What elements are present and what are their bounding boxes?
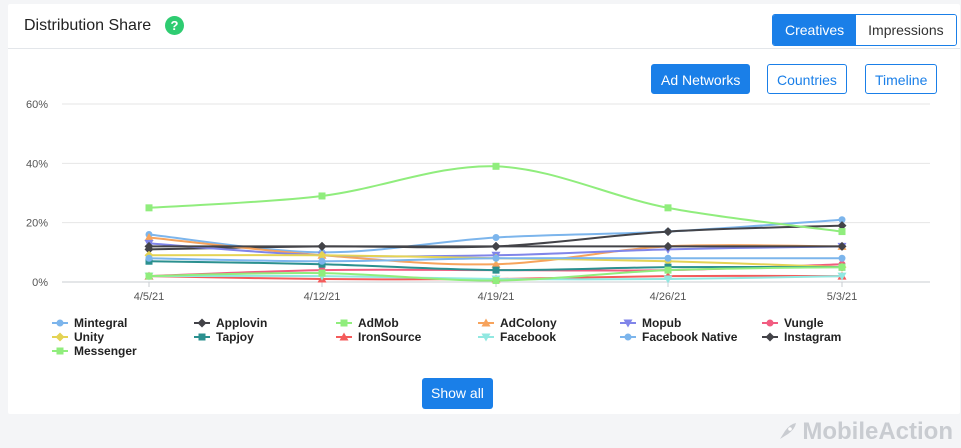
data-point-facebook-native	[664, 254, 672, 262]
legend-label: Mopub	[642, 316, 682, 330]
data-point-facebook-native	[492, 254, 500, 262]
legend-label: Applovin	[216, 316, 268, 330]
legend-item-mopub[interactable]: Mopub	[620, 316, 762, 330]
x-tick-label: 5/3/21	[827, 291, 858, 303]
countries-button[interactable]: Countries	[767, 64, 847, 94]
distribution-line-chart: 0% 20% 40% 60% 4/5/21 4/12/21 4/19/21 4/26/21 5/…	[26, 99, 930, 303]
data-point-messenger	[664, 266, 672, 274]
page-title: Distribution Share	[24, 17, 152, 34]
legend-symbol	[194, 318, 210, 328]
data-point-messenger	[838, 263, 846, 271]
card-header: Distribution Share ?	[8, 4, 960, 49]
legend-label: AdColony	[500, 316, 557, 330]
x-tick-label: 4/19/21	[478, 291, 515, 303]
data-point-instagram	[837, 241, 847, 251]
legend-symbol	[52, 319, 68, 327]
rocket-icon	[780, 423, 797, 439]
y-tick-label: 60%	[26, 99, 48, 111]
legend-label: Vungle	[784, 316, 824, 330]
legend-symbol	[336, 319, 352, 327]
legend-item-instagram[interactable]: Instagram	[762, 330, 904, 344]
data-point-admob	[492, 162, 500, 170]
data-point-instagram	[491, 241, 501, 251]
help-icon[interactable]: ?	[165, 16, 184, 35]
legend-label: Facebook Native	[642, 330, 738, 344]
legend-label: Unity	[74, 330, 104, 344]
legend-item-messenger[interactable]: Messenger	[52, 344, 194, 358]
legend-label: Messenger	[74, 344, 137, 358]
legend-symbol	[478, 333, 494, 342]
legend-item-mintegral[interactable]: Mintegral	[52, 316, 194, 330]
show-all-button[interactable]: Show all	[422, 378, 493, 409]
legend-label: Mintegral	[74, 316, 128, 330]
distribution-share-card: Distribution Share ? Creatives Impressio…	[8, 4, 960, 414]
legend-symbol	[620, 333, 636, 341]
legend-item-adcolony[interactable]: AdColony	[478, 316, 620, 330]
data-point-admob	[145, 204, 153, 212]
legend-label: IronSource	[358, 330, 422, 344]
impressions-toggle-button[interactable]: Impressions	[856, 15, 956, 45]
data-point-messenger	[492, 277, 500, 285]
data-point-facebook-native	[318, 257, 326, 265]
data-point-adcolony	[491, 259, 501, 268]
legend-label: Instagram	[784, 330, 842, 344]
data-point-facebook	[663, 275, 673, 284]
legend-symbol	[52, 347, 68, 355]
legend-item-facebook-native[interactable]: Facebook Native	[620, 330, 762, 344]
data-point-instagram	[663, 241, 673, 251]
legend-item-unity[interactable]: Unity	[52, 330, 194, 344]
data-point-instagram	[144, 241, 154, 251]
data-point-messenger	[145, 272, 153, 280]
legend-item-applovin[interactable]: Applovin	[194, 316, 336, 330]
creatives-toggle-button[interactable]: Creatives	[773, 15, 857, 45]
data-point-admob	[664, 204, 672, 212]
legend-item-ironsource[interactable]: IronSource	[336, 330, 478, 344]
legend-item-admob[interactable]: AdMob	[336, 316, 478, 330]
ad-networks-button[interactable]: Ad Networks	[651, 64, 751, 94]
data-point-mintegral	[492, 234, 500, 241]
data-point-admob	[838, 228, 846, 236]
chart-legend: Mintegral Applovin AdMob AdColony Mopub Vungl…	[52, 316, 912, 358]
legend-label: AdMob	[358, 316, 399, 330]
y-tick-label: 0%	[32, 277, 48, 289]
creatives-impressions-toggle: Creatives Impressions	[772, 14, 957, 46]
y-tick-label: 40%	[26, 158, 48, 170]
data-point-facebook-native	[145, 254, 153, 262]
data-point-messenger	[318, 269, 326, 277]
data-point-applovin	[837, 221, 847, 231]
legend-symbol	[194, 333, 210, 341]
legend-symbol	[478, 318, 494, 327]
legend-label: Facebook	[500, 330, 557, 344]
data-point-adcolony	[144, 233, 154, 241]
x-tick-label: 4/5/21	[134, 291, 165, 303]
legend-symbol	[620, 319, 636, 328]
data-point-applovin	[663, 227, 673, 237]
legend-item-facebook[interactable]: Facebook	[478, 330, 620, 344]
legend-item-vungle[interactable]: Vungle	[762, 316, 904, 330]
data-point-facebook	[837, 272, 847, 281]
data-point-admob	[318, 192, 326, 200]
legend-symbol	[762, 332, 778, 342]
y-tick-label: 20%	[26, 218, 48, 230]
watermark-text: MobileAction	[802, 418, 953, 445]
data-point-unity	[317, 250, 327, 260]
legend-item-tapjoy[interactable]: Tapjoy	[194, 330, 336, 344]
x-tick-label: 4/26/21	[650, 291, 687, 303]
data-point-mintegral	[838, 216, 846, 224]
timeline-button[interactable]: Timeline	[865, 64, 938, 94]
data-point-facebook-native	[838, 254, 846, 262]
data-point-tapjoy	[492, 266, 500, 274]
series-line-admob	[148, 165, 843, 233]
legend-symbol	[762, 319, 778, 327]
legend-label: Tapjoy	[216, 330, 254, 344]
legend-symbol	[52, 332, 68, 342]
legend-symbol	[336, 332, 352, 341]
watermark: MobileAction	[776, 418, 953, 446]
data-point-instagram	[317, 241, 327, 251]
x-tick-label: 4/12/21	[304, 291, 341, 303]
